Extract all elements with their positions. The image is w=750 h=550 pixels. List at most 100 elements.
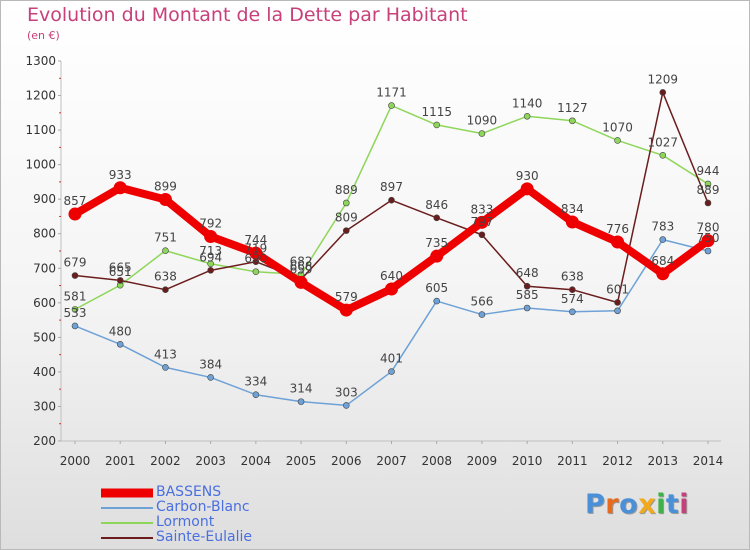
data-label: 834 — [561, 202, 584, 216]
data-label: 533 — [64, 306, 87, 320]
data-label: 833 — [470, 202, 493, 216]
data-label: 744 — [244, 233, 267, 247]
data-label: 1027 — [648, 135, 679, 149]
legend-swatch-lormont — [101, 521, 153, 524]
data-point — [704, 199, 712, 207]
data-point — [475, 215, 489, 229]
data-point — [614, 137, 621, 144]
data-point — [659, 89, 667, 96]
chart-title: Evolution du Montant de la Dette par Hab… — [27, 4, 468, 26]
data-label: 933 — [109, 168, 132, 182]
data-label: 684 — [651, 254, 674, 268]
data-label: 930 — [516, 169, 539, 183]
data-label: 601 — [606, 282, 629, 296]
x-tick-label: 2009 — [467, 454, 498, 468]
data-point — [297, 398, 305, 405]
data-label: 640 — [380, 269, 403, 283]
data-label: 1115 — [421, 105, 452, 119]
x-tick-label: 2006 — [331, 454, 362, 468]
data-point — [388, 102, 395, 109]
data-point — [388, 368, 395, 375]
y-tick-label: 700 — [33, 261, 56, 275]
data-point — [342, 227, 350, 234]
data-label: 780 — [697, 221, 720, 235]
x-tick-label: 2008 — [421, 454, 452, 468]
logo-letter: r — [605, 489, 620, 520]
data-point — [71, 322, 79, 330]
data-label: 668 — [290, 259, 313, 273]
legend-label-lormont: Lormont — [156, 514, 215, 530]
x-tick-label: 2001 — [105, 454, 136, 468]
y-tick-label: 900 — [33, 192, 56, 206]
logo-letter: t — [665, 489, 680, 520]
data-point — [385, 282, 398, 296]
data-point — [388, 196, 395, 204]
data-point — [249, 246, 263, 260]
data-label: 1070 — [602, 120, 633, 134]
legend-swatch-carbon-blanc — [101, 506, 153, 509]
data-label: 713 — [199, 244, 222, 258]
data-label: 648 — [516, 266, 539, 280]
data-label: 334 — [244, 375, 267, 389]
data-label: 638 — [561, 270, 584, 284]
data-label: 682 — [290, 254, 313, 268]
legend-swatch-sainte-eulalie — [101, 536, 153, 539]
data-label: 889 — [335, 183, 358, 197]
data-point — [207, 260, 214, 268]
data-point — [478, 231, 486, 239]
data-label: 401 — [380, 352, 403, 366]
y-tick-label: 1200 — [25, 89, 56, 103]
data-label: 944 — [697, 164, 720, 178]
data-label: 1127 — [557, 101, 588, 115]
data-point — [116, 277, 124, 284]
y-tick-label: 600 — [33, 296, 56, 310]
x-tick-label: 2010 — [512, 454, 543, 468]
data-point — [569, 286, 576, 293]
proxiti-logo: Proxiti — [585, 489, 689, 520]
data-point — [659, 152, 667, 159]
data-point — [701, 234, 715, 248]
data-point — [565, 215, 579, 229]
data-point — [294, 275, 308, 289]
data-label: 783 — [651, 220, 674, 234]
x-tick-label: 2004 — [241, 454, 272, 468]
data-point — [611, 235, 625, 249]
y-tick-label: 1100 — [25, 123, 56, 137]
data-point — [252, 391, 260, 399]
data-label: 659 — [290, 262, 313, 276]
data-label: 735 — [425, 236, 448, 250]
data-point — [523, 304, 531, 312]
data-label: 897 — [380, 180, 403, 194]
data-point — [71, 272, 79, 279]
data-point — [433, 297, 441, 305]
x-tick-label: 2012 — [602, 454, 633, 468]
data-point — [478, 311, 486, 318]
data-point — [204, 229, 218, 243]
data-point — [207, 374, 214, 381]
data-label: 303 — [335, 385, 358, 399]
data-label: 566 — [470, 295, 493, 309]
data-label: 1209 — [648, 72, 679, 86]
data-point — [523, 282, 531, 290]
data-point — [704, 180, 712, 188]
data-point — [158, 193, 172, 207]
data-point — [614, 307, 621, 315]
legend-label-sainte-eulalie: Sainte-Eulalie — [156, 529, 252, 545]
data-point — [68, 207, 82, 221]
x-tick-label: 2011 — [557, 454, 588, 468]
data-point — [569, 308, 576, 316]
data-point — [433, 121, 441, 129]
data-label: 694 — [199, 250, 222, 264]
logo-letter: i — [679, 489, 690, 520]
data-label: 751 — [154, 231, 177, 245]
data-point — [520, 182, 534, 196]
data-point — [252, 268, 260, 276]
data-point — [116, 340, 124, 348]
data-label: 889 — [697, 183, 720, 197]
data-label: 750 — [697, 231, 720, 245]
logo-letter: x — [638, 489, 657, 520]
data-label: 384 — [199, 357, 222, 371]
data-label: 1171 — [376, 86, 407, 100]
